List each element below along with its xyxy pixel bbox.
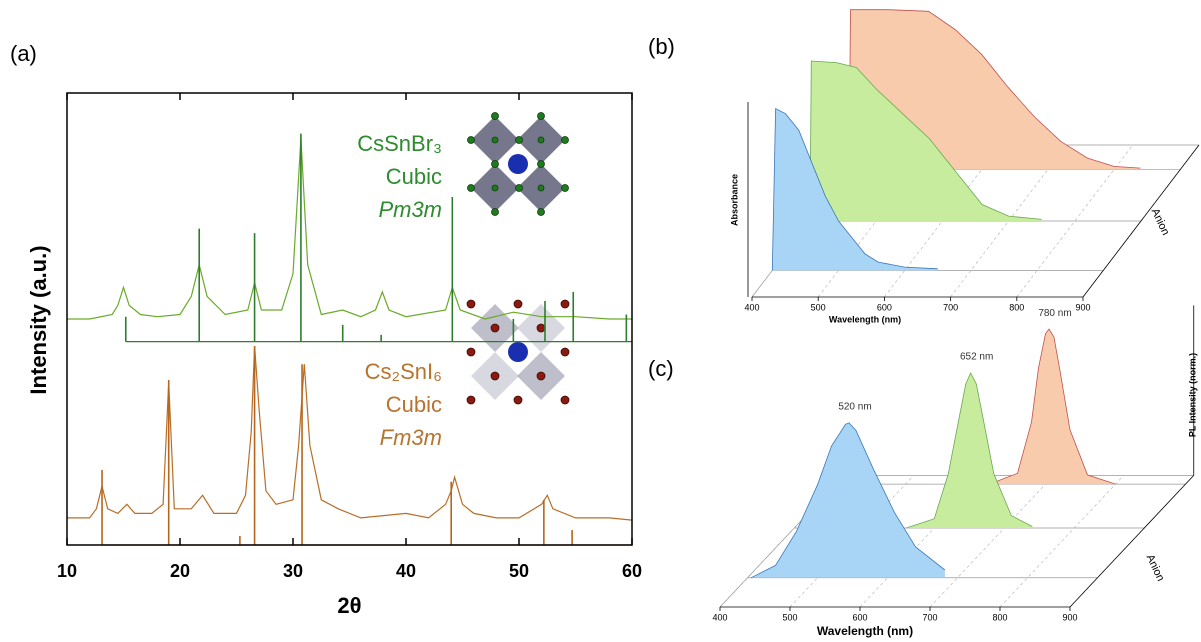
- depth-grid-line: [884, 144, 1001, 298]
- phase-label: Pm3m: [378, 197, 442, 222]
- x-tick-label: 400: [712, 612, 727, 622]
- spectrum-line: [750, 422, 946, 579]
- x-axis-label: 2θ: [337, 593, 361, 618]
- x-tick-label: 60: [622, 561, 642, 581]
- panel-label: (b): [648, 34, 675, 59]
- x-tick-label: 800: [1009, 302, 1024, 312]
- z-axis-label: Anion: [1144, 553, 1167, 584]
- spectrum-area: [989, 329, 1116, 485]
- spectrum-area: [849, 9, 1141, 170]
- panel-label: (c): [648, 356, 674, 381]
- x-tick-label: 600: [852, 612, 867, 622]
- panel-label: (a): [10, 41, 37, 66]
- plot-frame: [66, 92, 633, 546]
- x-tick-label: 500: [811, 302, 826, 312]
- x-tick-label: 10: [57, 561, 77, 581]
- depth-grid-line: [817, 144, 935, 298]
- y-axis-label: PL Intensity (norm.): [1187, 353, 1197, 437]
- x-tick-label: 700: [922, 612, 937, 622]
- spectrum-line: [771, 108, 938, 271]
- x-tick-label: 20: [170, 561, 190, 581]
- depth-grid-line: [950, 144, 1067, 298]
- x-tick-label: 50: [509, 561, 529, 581]
- crystal-icon: [467, 112, 569, 216]
- depth-grid-line: [999, 475, 1125, 608]
- x-tick-label: 600: [877, 302, 892, 312]
- depth-axis: [1082, 144, 1200, 298]
- phase-label: Cubic: [386, 164, 442, 189]
- x-tick-label: 400: [744, 302, 759, 312]
- peak-annotation: 652 nm: [960, 352, 993, 363]
- crystal-icon: [466, 299, 570, 405]
- xrd-trace: [67, 138, 632, 320]
- x-axis-label: Wavelength (nm): [829, 314, 901, 324]
- spectrum-area: [906, 373, 1033, 529]
- x-axis-label: Wavelength (nm): [817, 624, 913, 638]
- spectrum-area: [751, 422, 945, 578]
- spectrum-line: [906, 372, 1033, 529]
- spectrum-area: [772, 108, 938, 271]
- spectrum-line: [989, 328, 1116, 485]
- x-tick-label: 40: [396, 561, 416, 581]
- depth-axis: [1069, 475, 1195, 608]
- spectrum-area: [810, 61, 1042, 221]
- x-tick-label: 30: [283, 561, 303, 581]
- phase-label: Cubic: [386, 392, 442, 417]
- phase-label: Cs₂SnI₆: [365, 359, 442, 384]
- x-tick-label: 900: [1075, 302, 1090, 312]
- peak-annotation: 520 nm: [838, 401, 871, 412]
- x-tick-label: 700: [943, 302, 958, 312]
- depth-grid-line: [929, 475, 1055, 608]
- depth-grid-line: [1016, 144, 1134, 298]
- x-tick-label: 500: [782, 612, 797, 622]
- y-axis-label: Absorbance: [729, 174, 739, 226]
- phase-label: Fm3m: [380, 425, 442, 450]
- phase-label: CsSnBr₃: [357, 131, 442, 156]
- peak-annotation: 780 nm: [1038, 308, 1071, 319]
- xrd-trace: [67, 346, 633, 521]
- spectrum-line: [809, 60, 1042, 222]
- x-tick-label: 800: [992, 612, 1007, 622]
- z-axis-label: Anion: [1149, 207, 1172, 238]
- spectrum-line: [848, 9, 1141, 170]
- x-tick-label: 900: [1062, 612, 1077, 622]
- y-axis-label: Intensity (a.u.): [26, 245, 51, 394]
